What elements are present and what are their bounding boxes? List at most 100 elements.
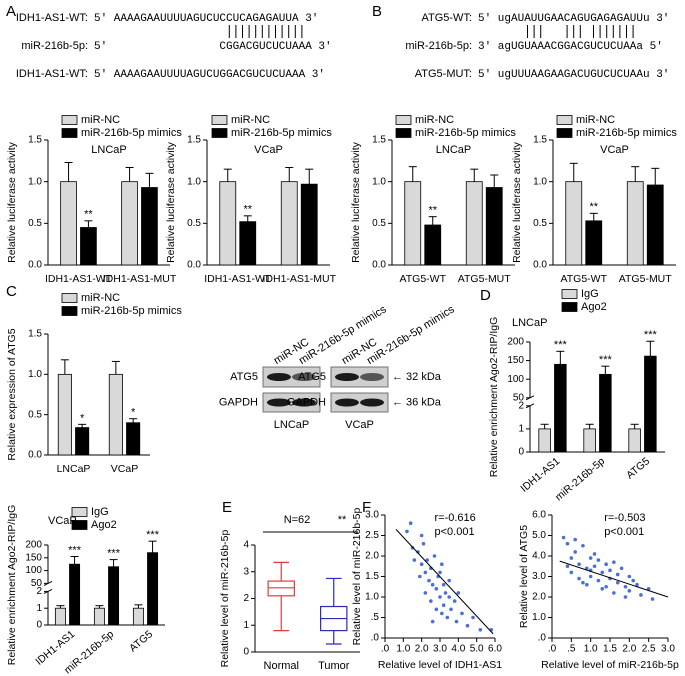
y-tick-label: 50 — [513, 392, 525, 403]
point — [604, 584, 608, 589]
legend-swatch — [395, 115, 412, 125]
point — [421, 541, 426, 546]
point — [443, 591, 448, 595]
y-tick-label: 0.0 — [187, 260, 201, 271]
y-axis-label: Relative level of miR-216b-5p — [219, 529, 231, 667]
annotation: p<0.001 — [435, 526, 475, 538]
panel-letter: A — [6, 3, 16, 20]
point — [445, 615, 450, 620]
point — [592, 564, 597, 569]
point — [588, 574, 593, 579]
y-tick-label: 150 — [25, 552, 42, 563]
significance: ** — [243, 204, 252, 216]
bar — [60, 181, 77, 266]
point — [650, 597, 655, 601]
bar — [646, 184, 664, 266]
bar — [280, 181, 298, 266]
bar — [485, 187, 503, 266]
panel-letter: F — [362, 499, 371, 516]
point — [423, 591, 428, 595]
chart-title: LNCaP — [512, 317, 547, 329]
error-bar — [145, 172, 154, 188]
sequence-label: ATG5-WT: — [421, 12, 472, 24]
annotation: r=-0.616 — [435, 512, 476, 524]
sequence-segment: GGACGUCUCUAA — [226, 41, 306, 53]
y-tick-label: 0.5 — [187, 218, 201, 229]
y-tick-label: 150 — [507, 355, 524, 366]
legend-swatch — [61, 128, 78, 138]
bar — [147, 552, 159, 626]
x-tick-label: 3.0 — [433, 644, 447, 655]
sequence-segment: UU — [531, 13, 544, 25]
annotation: r=-0.503 — [604, 512, 645, 524]
error-bar — [148, 540, 157, 553]
point — [430, 619, 435, 624]
x-tick-label: IDH1-AS1-WT — [45, 273, 113, 285]
y-tick-label: 1.0 — [533, 176, 547, 187]
point — [416, 550, 420, 554]
blot-protein-label: ATG5 — [230, 371, 258, 383]
point — [619, 566, 624, 571]
point — [577, 576, 581, 581]
bar — [300, 183, 318, 266]
error-bar — [601, 365, 610, 375]
error-bar — [60, 359, 69, 375]
y-tick-label: 0.5 — [533, 218, 547, 229]
y-tick-label: 3.0 — [532, 571, 546, 582]
x-tick-label: ATG5-MUT — [619, 273, 672, 285]
point — [600, 570, 605, 575]
point — [569, 556, 574, 560]
error-bar — [78, 423, 87, 428]
sequence-segment: 5' ugA — [478, 13, 518, 25]
point — [412, 558, 417, 562]
y-tick-label: 1.0 — [187, 176, 201, 187]
x-tick-label: ATG5-WT — [561, 273, 608, 285]
panel-letter: D — [480, 287, 491, 304]
legend-label: miR-216b-5p mimics — [231, 127, 332, 139]
y-axis-label: Relative level of miR-216b-5p — [351, 507, 363, 645]
point — [405, 529, 409, 534]
bar — [75, 427, 90, 456]
x-tick-label: 1.0 — [584, 644, 598, 655]
legend-label: miR-216b-5p mimics — [576, 127, 677, 139]
y-tick-label: 2 — [518, 400, 524, 411]
chart-title: LNCaP — [436, 144, 471, 156]
sequence-segment: C — [219, 41, 226, 53]
x-tick-label: 5.0 — [470, 644, 484, 655]
y-tick-label: 0.5 — [28, 409, 42, 420]
significance: *** — [107, 547, 121, 559]
sample-size: N=62 — [284, 514, 311, 526]
y-tick-label: 1.0 — [372, 176, 386, 187]
y-tick-label: 200 — [507, 337, 524, 348]
point — [573, 537, 577, 542]
error-bar — [64, 162, 73, 182]
significance: ** — [84, 209, 93, 221]
chart-title: VCaP — [48, 515, 77, 527]
point — [434, 607, 439, 612]
y-axis-label: Relative enrichment Ago2-RIP/IgG — [488, 317, 500, 478]
bar — [69, 563, 81, 626]
bar — [585, 220, 603, 266]
point — [434, 587, 439, 591]
y-tick-label: 200 — [25, 540, 42, 551]
sequence-segment: 5' AAAAGAAUUUUAGUCU — [94, 13, 219, 25]
x-tick-label: ATG5-WT — [400, 273, 447, 285]
significance: *** — [146, 529, 160, 541]
point — [646, 587, 651, 591]
y-tick-label: 100 — [25, 565, 42, 576]
point — [627, 574, 632, 579]
x-tick-label: 4.0 — [451, 644, 465, 655]
point — [440, 611, 444, 616]
y-axis-label: Relative luciferase activity — [6, 141, 18, 263]
sequence-segment: U — [518, 13, 525, 25]
point — [596, 578, 601, 583]
bar — [126, 422, 141, 456]
legend-label: IgG — [91, 506, 109, 518]
point — [423, 570, 428, 575]
y-tick-label: 0 — [518, 447, 524, 458]
error-bar — [408, 166, 417, 182]
sequence-segment: A — [524, 13, 531, 25]
x-tick-label: .0 — [381, 644, 390, 655]
error-bar — [125, 167, 134, 182]
y-axis-label: Relative luciferase activity — [165, 141, 177, 263]
